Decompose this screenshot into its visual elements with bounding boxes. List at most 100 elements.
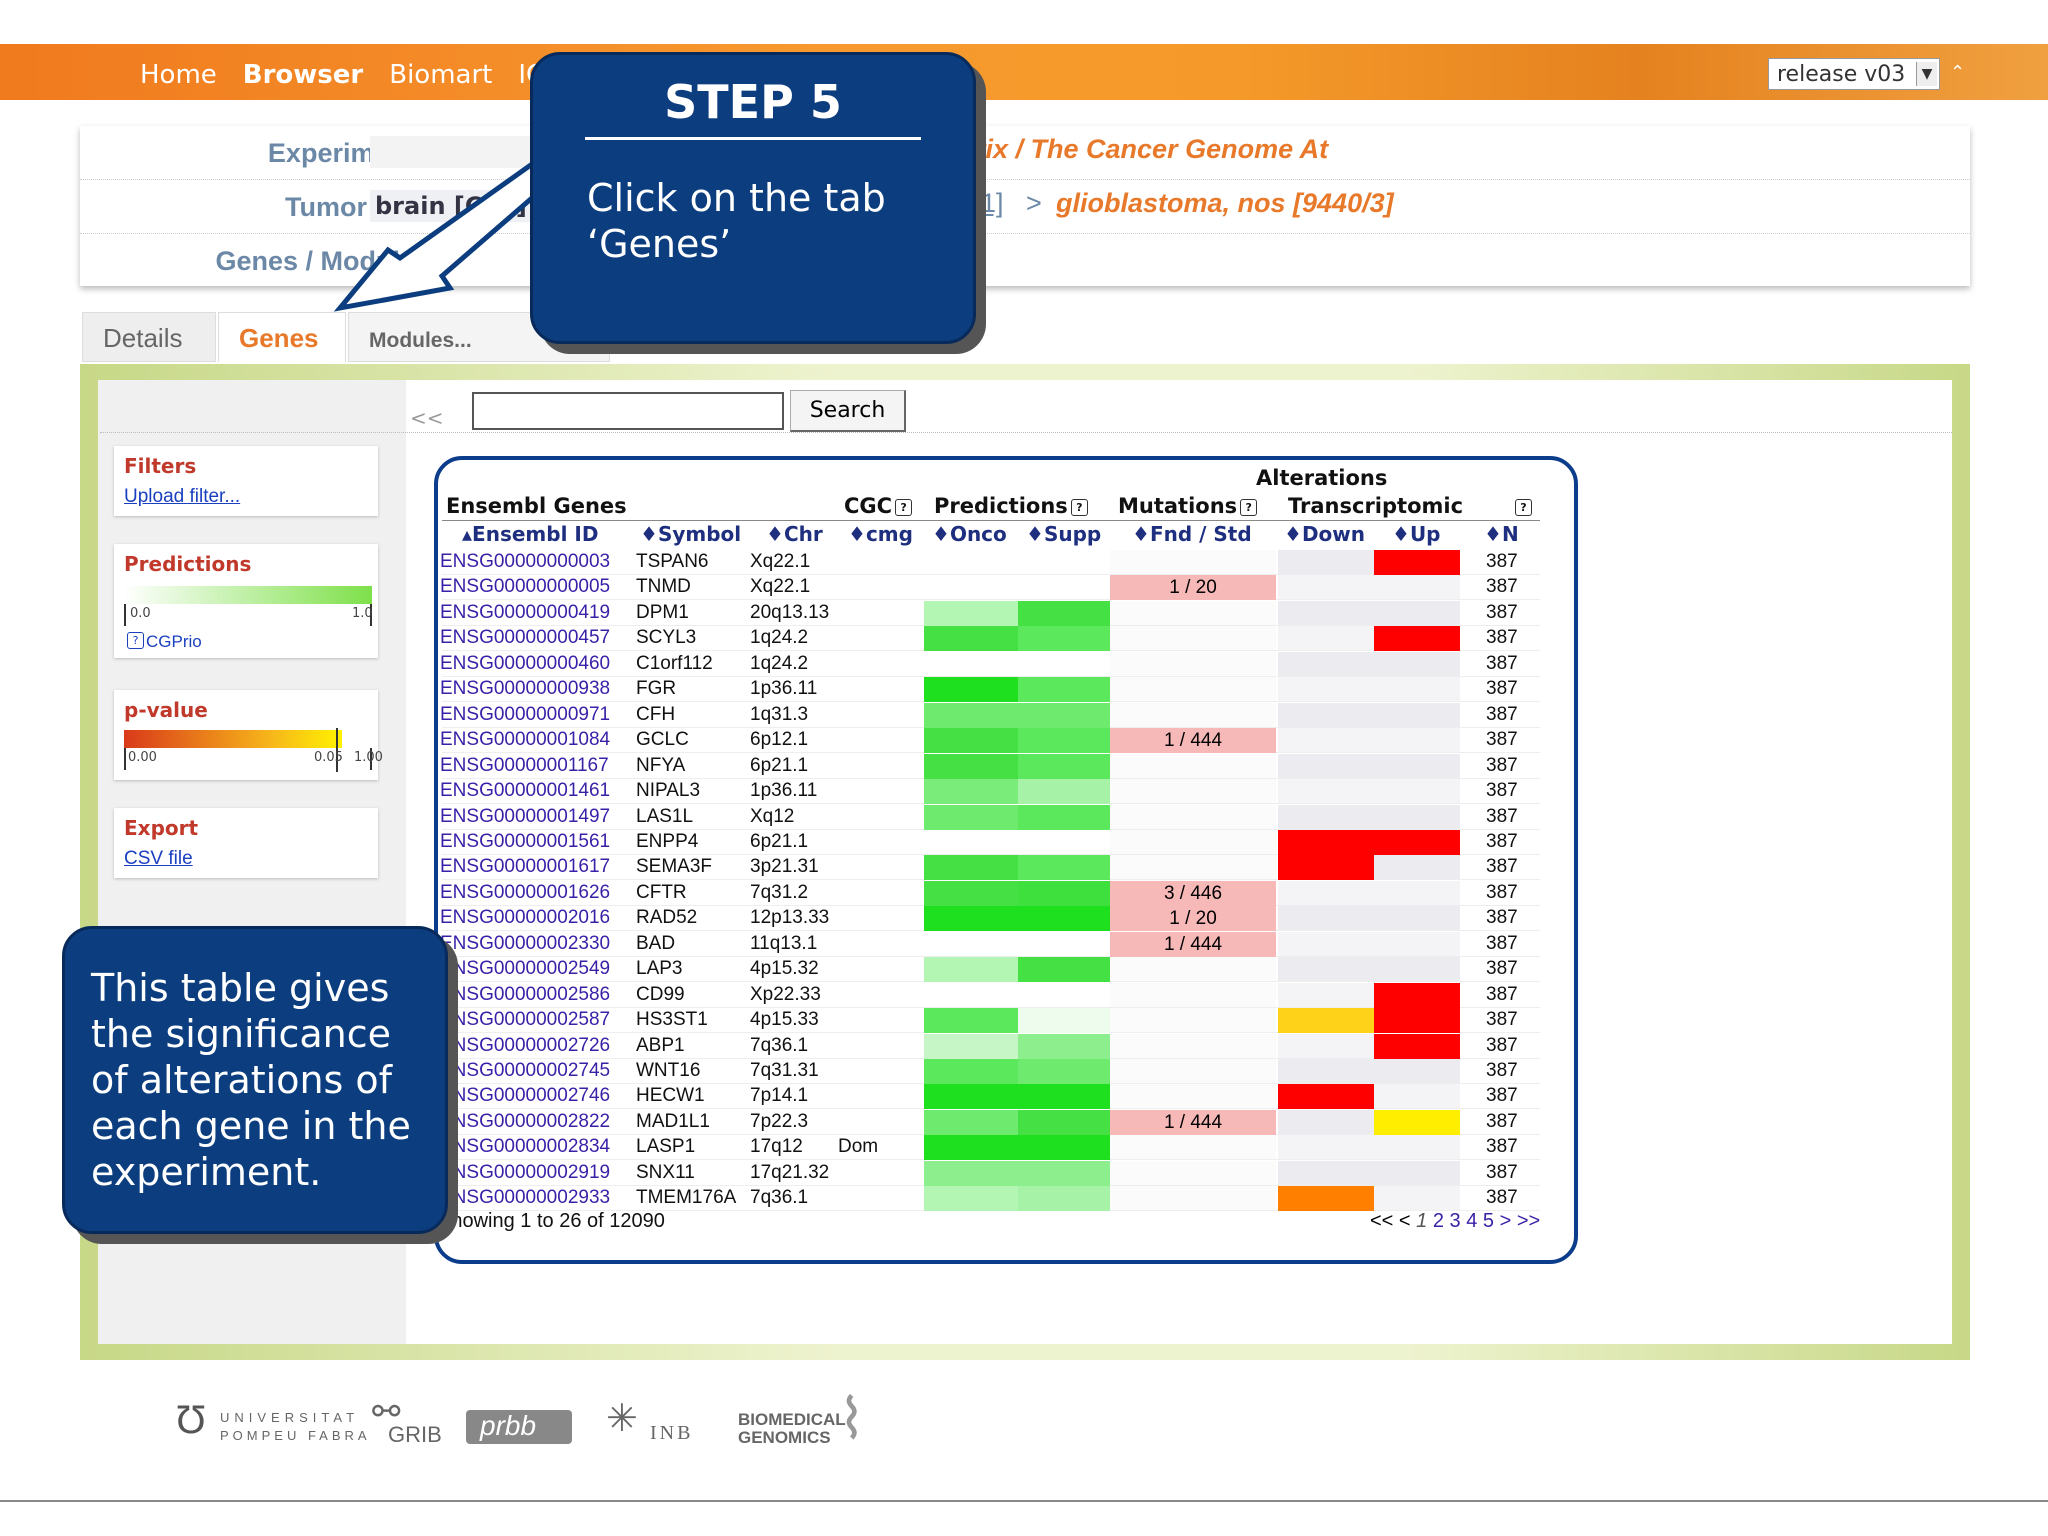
ensembl-id-link[interactable]: ENSG00000002586	[440, 983, 611, 1005]
ensembl-id-link[interactable]: ENSG00000000003	[440, 551, 611, 572]
alterations-cell-bg	[1278, 1160, 1460, 1186]
ensembl-id-link[interactable]: ENSG00000002746	[440, 1085, 611, 1107]
pred-min-label: 0.0	[130, 606, 151, 621]
help-icon[interactable]: ?	[895, 498, 913, 516]
alterations-cell-bg	[1278, 677, 1460, 703]
ensembl-id-link[interactable]: ENSG00000001084	[440, 729, 611, 751]
pager-prev[interactable]: <	[1398, 1210, 1411, 1232]
help-icon[interactable]: ?	[1070, 498, 1088, 516]
ensembl-id-link[interactable]: ENSG00000000460	[440, 652, 611, 674]
chr-value: Xq22.1	[750, 576, 811, 598]
alterations-header: Alterations	[1256, 466, 1388, 490]
ensembl-id-link[interactable]: ENSG00000001561	[440, 830, 611, 852]
predictions-color-scale	[124, 586, 372, 604]
col-symbol[interactable]: ♦Symbol	[640, 522, 742, 546]
release-value: release v03	[1777, 61, 1906, 87]
symbol-value: CFH	[636, 703, 676, 725]
pvalue-slider-handle[interactable]	[336, 728, 338, 772]
ensembl-id-link[interactable]: ENSG00000002587	[440, 1009, 611, 1031]
tab-genes[interactable]: Genes	[218, 312, 346, 362]
search-button[interactable]: Search	[790, 390, 906, 432]
onco-heat-cell	[924, 779, 1018, 805]
chr-value: 4p15.32	[750, 958, 819, 980]
alterations-cell-bg	[1278, 728, 1460, 754]
tab-details[interactable]: Details	[82, 312, 216, 362]
help-icon[interactable]: ?	[1240, 498, 1258, 516]
predictions-title: Predictions	[124, 552, 252, 576]
ensembl-id-link[interactable]: ENSG00000000005	[440, 576, 611, 598]
tumor-subtype[interactable]: glioblastoma, nos [9440/3]	[1056, 188, 1394, 218]
col-ensembl-id[interactable]: ▴Ensembl ID	[462, 522, 599, 546]
pvalue-slider[interactable]	[124, 748, 372, 770]
ensembl-id-link[interactable]: ENSG00000001497	[440, 805, 611, 827]
col-supp[interactable]: ♦Supp	[1026, 522, 1102, 546]
ensembl-id-link[interactable]: ENSG00000002822	[440, 1110, 611, 1132]
alterations-cell-bg	[1278, 1135, 1460, 1161]
col-chr[interactable]: ♦Chr	[766, 522, 823, 546]
col-n[interactable]: ♦N	[1484, 522, 1519, 546]
mutation-cell-bg	[1110, 1084, 1276, 1110]
ensembl-id-link[interactable]: ENSG00000002016	[440, 907, 611, 929]
cgprio-link[interactable]: CGPrio	[146, 632, 202, 651]
mutation-cell-bg	[1110, 753, 1276, 779]
col-up[interactable]: ♦Up	[1392, 522, 1441, 546]
pager-first[interactable]: <<	[1370, 1210, 1394, 1232]
release-select[interactable]: release v03 ▼	[1768, 58, 1940, 90]
alterations-cell-bg	[1278, 651, 1460, 677]
supp-heat-cell	[1018, 753, 1110, 779]
pagination: << < 1 2 3 4 5 > >>	[1370, 1210, 1540, 1233]
ensembl-id-link[interactable]: ENSG00000000971	[440, 703, 611, 725]
upf-line-2: POMPEU FABRA	[220, 1428, 371, 1443]
table-summary: Showing 1 to 26 of 12090	[438, 1210, 665, 1232]
mutation-cell-bg	[1110, 855, 1276, 881]
ensembl-id-link[interactable]: ENSG00000002745	[440, 1060, 611, 1081]
mutation-cell-bg	[1110, 804, 1276, 830]
chevron-down-icon[interactable]: ▼	[1916, 62, 1937, 86]
ensembl-id-link[interactable]: ENSG00000002834	[440, 1136, 611, 1158]
pager-page[interactable]: 4	[1466, 1210, 1478, 1232]
ensembl-id-link[interactable]: ENSG00000002549	[440, 958, 611, 980]
ensembl-id-link[interactable]: ENSG00000002726	[440, 1034, 611, 1056]
csv-file-link[interactable]: CSV file	[124, 848, 193, 869]
pager-last[interactable]: >>	[1516, 1210, 1541, 1232]
col-fnd-std[interactable]: ♦Fnd / Std	[1132, 522, 1252, 546]
nav-browser[interactable]: Browser	[242, 60, 364, 90]
ensembl-id-link[interactable]: ENSG00000001617	[440, 856, 611, 878]
pager-page[interactable]: 2	[1432, 1210, 1444, 1232]
alterations-cell-bg	[1278, 702, 1460, 728]
col-onco[interactable]: ♦Onco	[932, 522, 1007, 546]
alterations-cell-bg	[1278, 600, 1460, 626]
col-down[interactable]: ♦Down	[1284, 522, 1365, 546]
mutation-cell-bg	[1110, 829, 1276, 855]
ensembl-id-link[interactable]: ENSG00000001626	[440, 881, 611, 903]
upload-filter-link[interactable]: Upload filter...	[124, 486, 241, 507]
ensembl-id-link[interactable]: ENSG00000001167	[440, 754, 609, 776]
predictions-slider[interactable]	[124, 604, 372, 626]
ensembl-id-link[interactable]: ENSG00000000938	[440, 678, 611, 700]
ensembl-id-link[interactable]: ENSG00000002330	[440, 932, 611, 954]
col-up-label: Up	[1409, 522, 1441, 546]
mutation-cell-bg	[1110, 651, 1276, 677]
nav-home[interactable]: Home	[140, 60, 217, 90]
pager-page[interactable]: 5	[1482, 1210, 1495, 1232]
collapse-sidebar-button[interactable]: <<	[410, 406, 444, 430]
ensembl-id-link[interactable]: ENSG00000000419	[440, 601, 611, 623]
help-icon[interactable]: ?	[127, 632, 144, 649]
help-icon[interactable]: ?	[1515, 498, 1532, 516]
pager-next[interactable]: >	[1499, 1210, 1512, 1232]
ensembl-id-link[interactable]: ENSG00000002933	[440, 1187, 611, 1209]
collapse-header-icon[interactable]: ⌃	[1950, 62, 1966, 83]
n-value: 387	[1486, 958, 1518, 980]
chr-value: 1q24.2	[750, 627, 809, 649]
down-regulation-cell	[1278, 829, 1374, 855]
ensembl-id-link[interactable]: ENSG00000002919	[440, 1161, 611, 1183]
search-input[interactable]	[472, 392, 784, 430]
ensembl-id-link[interactable]: ENSG00000001461	[440, 780, 611, 802]
nav-biomart[interactable]: Biomart	[389, 60, 493, 90]
pager-page[interactable]: 3	[1449, 1210, 1461, 1232]
col-symbol-label: Symbol	[657, 522, 742, 546]
experiment-name[interactable]: trix / The Cancer Genome At	[966, 134, 1329, 164]
col-cmg[interactable]: ♦cmg	[848, 522, 913, 546]
mutation-cell-bg	[1110, 600, 1276, 626]
ensembl-id-link[interactable]: ENSG00000000457	[440, 627, 611, 649]
